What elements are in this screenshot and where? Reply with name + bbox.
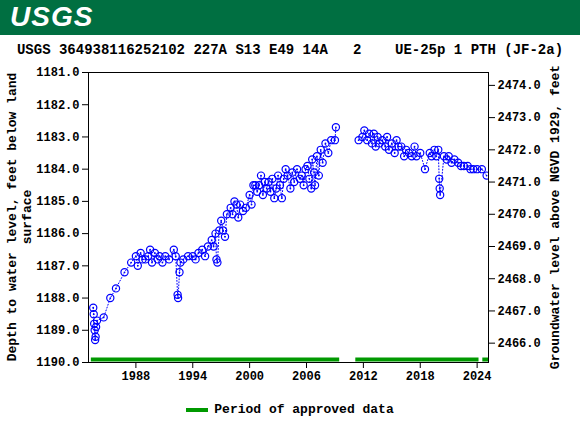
svg-text:1189.0: 1189.0 — [36, 324, 79, 338]
svg-text:2474.0: 2474.0 — [498, 79, 541, 93]
svg-text:1188.0: 1188.0 — [36, 292, 79, 306]
svg-text:1184.0: 1184.0 — [36, 163, 79, 177]
svg-text:1181.0: 1181.0 — [36, 66, 79, 80]
html-text:USGS 364938116252102 227A S13: USGS 364938116252102 227A S13 E49 14A 2 … — [17, 42, 563, 58]
svg-text:2012: 2012 — [349, 370, 378, 384]
svg-text:2468.0: 2468.0 — [498, 273, 541, 287]
html-text:USGS: USGS — [10, 1, 94, 32]
svg-text:2006: 2006 — [292, 370, 321, 384]
svg-text:2467.0: 2467.0 — [498, 305, 541, 319]
svg-text:2473.0: 2473.0 — [498, 111, 541, 125]
svg-text:2466.0: 2466.0 — [498, 337, 541, 351]
svg-text:1187.0: 1187.0 — [36, 260, 79, 274]
svg-text:1183.0: 1183.0 — [36, 131, 79, 145]
html-text:Groundwater level above NGVD 1: Groundwater level above NGVD 1929, feet — [548, 64, 563, 370]
svg-text:2470.0: 2470.0 — [498, 208, 541, 222]
svg-text:1988: 1988 — [121, 370, 150, 384]
html-text:Period of approved data: Period of approved data — [214, 402, 394, 417]
svg-text:2469.0: 2469.0 — [498, 240, 541, 254]
svg-text:2471.0: 2471.0 — [498, 176, 541, 190]
svg-text:1186.0: 1186.0 — [36, 227, 79, 241]
svg-text:2000: 2000 — [235, 370, 264, 384]
svg-text:2018: 2018 — [406, 370, 435, 384]
svg-text:1190.0: 1190.0 — [36, 356, 79, 370]
svg-text:1182.0: 1182.0 — [36, 99, 79, 113]
svg-text:1185.0: 1185.0 — [36, 195, 79, 209]
svg-text:2024: 2024 — [463, 370, 492, 384]
svg-text:1994: 1994 — [178, 370, 207, 384]
svg-text:2472.0: 2472.0 — [498, 144, 541, 158]
html-text:Depth to water level, feet bel: Depth to water level, feet below land su… — [5, 72, 35, 362]
